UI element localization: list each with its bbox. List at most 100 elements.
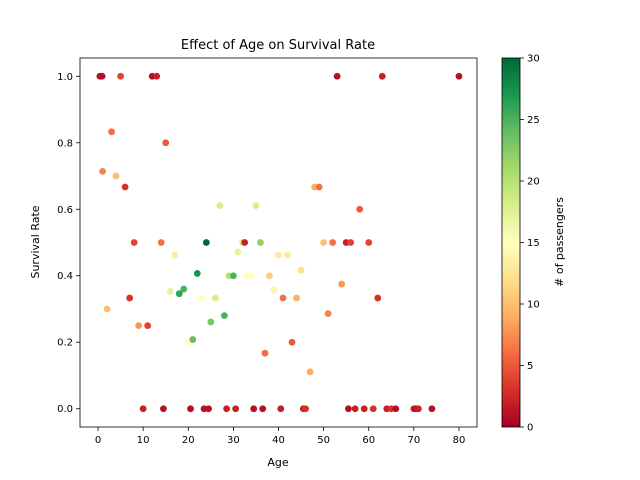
chart-title: Effect of Age on Survival Rate	[181, 38, 375, 53]
data-point	[414, 405, 422, 413]
plot-frame	[79, 57, 478, 428]
data-point	[392, 405, 400, 413]
x-tick-label: 20	[182, 435, 195, 446]
data-point	[229, 272, 237, 280]
y-tick-label: 0.8	[57, 138, 73, 149]
x-axis-label: Age	[267, 456, 289, 469]
data-point	[162, 139, 170, 147]
data-point	[216, 202, 224, 210]
data-point	[369, 405, 377, 413]
x-tick-label: 70	[407, 435, 420, 446]
x-tick-label: 80	[453, 435, 466, 446]
colorbar-tick-label: 30	[527, 54, 540, 65]
data-point	[279, 294, 287, 302]
y-axis: 0.0 0.2 0.4 0.6 0.8 1.0	[57, 72, 80, 415]
data-point	[160, 405, 167, 413]
data-point	[205, 405, 212, 413]
data-point	[257, 239, 264, 246]
colorbar-tick-label: 20	[527, 177, 540, 188]
data-point	[315, 183, 323, 191]
data-point	[108, 128, 115, 136]
data-point	[207, 318, 215, 326]
data-point	[126, 294, 134, 302]
data-point	[144, 322, 152, 330]
data-point	[220, 312, 228, 320]
x-tick-label: 60	[362, 435, 375, 446]
data-point	[455, 72, 463, 80]
data-point	[360, 405, 368, 413]
x-axis: 0 10 20 30 40 50 60 70 80	[95, 427, 465, 446]
data-point	[428, 405, 436, 413]
data-point	[252, 202, 260, 210]
data-point	[157, 239, 165, 246]
scatter-points	[96, 72, 463, 413]
colorbar	[501, 57, 521, 428]
data-point	[187, 405, 194, 413]
x-tick-label: 40	[272, 435, 285, 446]
data-point	[234, 248, 242, 256]
data-point	[117, 72, 124, 80]
data-point	[248, 272, 255, 280]
data-point	[180, 285, 188, 293]
x-tick-label: 10	[137, 435, 150, 446]
data-point	[275, 251, 282, 259]
data-point	[241, 239, 249, 246]
data-point	[202, 239, 210, 246]
data-point	[277, 405, 285, 413]
data-point	[302, 405, 309, 413]
y-tick-label: 0.0	[57, 404, 73, 415]
data-point	[103, 305, 111, 313]
data-point	[121, 183, 129, 191]
data-point	[250, 405, 258, 413]
y-tick-label: 0.4	[57, 271, 73, 282]
data-point	[351, 405, 359, 413]
data-point	[135, 322, 143, 330]
data-point	[329, 239, 337, 246]
colorbar-tick-label: 15	[527, 238, 540, 249]
data-point	[297, 266, 305, 274]
data-point	[284, 251, 291, 259]
data-point	[232, 405, 240, 413]
data-point	[378, 72, 386, 80]
data-point	[338, 280, 346, 288]
data-point	[171, 251, 179, 259]
data-point	[320, 239, 328, 246]
y-tick-label: 0.2	[57, 338, 73, 349]
data-point	[333, 72, 341, 80]
y-axis-label: Survival Rate	[29, 205, 42, 278]
colorbar-ticks: 0 5 10 15 20 25 30	[520, 54, 540, 434]
data-point	[365, 239, 373, 246]
y-tick-label: 0.6	[57, 205, 73, 216]
data-point	[166, 287, 174, 295]
x-tick-label: 30	[227, 435, 240, 446]
data-point	[345, 405, 352, 413]
data-point	[99, 167, 106, 175]
data-point	[130, 239, 138, 246]
data-point	[324, 310, 332, 318]
data-point	[139, 405, 147, 413]
y-tick-label: 1.0	[57, 72, 73, 83]
data-point	[211, 294, 219, 302]
data-point	[374, 294, 382, 302]
data-point	[288, 338, 296, 346]
data-point	[112, 172, 120, 180]
colorbar-label: # of passengers	[553, 197, 566, 287]
data-point	[306, 368, 314, 376]
x-tick-label: 50	[317, 435, 330, 446]
data-point	[189, 336, 197, 343]
data-point	[223, 405, 231, 413]
data-point	[356, 205, 364, 213]
data-point	[98, 72, 106, 80]
data-point	[261, 349, 269, 357]
data-point	[193, 270, 201, 277]
data-point	[198, 294, 206, 302]
data-point	[347, 239, 355, 246]
x-tick-label: 0	[95, 435, 101, 446]
data-point	[175, 290, 183, 298]
data-point	[259, 405, 267, 413]
data-point	[266, 272, 273, 280]
colorbar-tick-label: 25	[527, 115, 540, 126]
colorbar-tick-label: 5	[527, 361, 533, 372]
data-point	[270, 286, 278, 294]
